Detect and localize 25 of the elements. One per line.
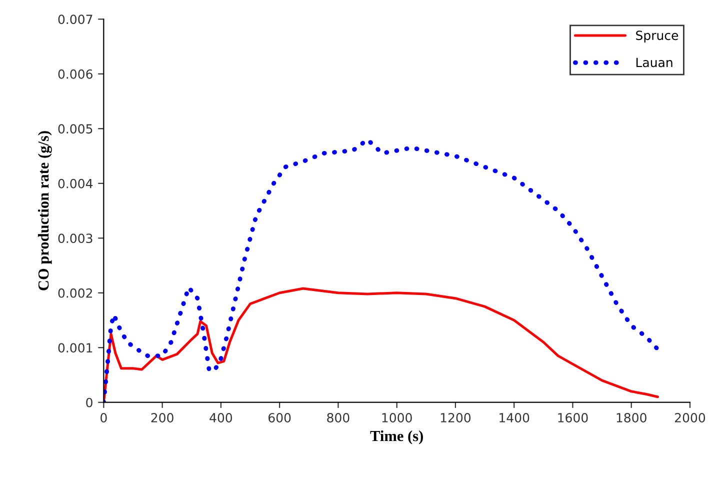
x-tick-label: 600	[268, 412, 291, 422]
x-tick-label: 400	[210, 412, 232, 422]
line-series	[104, 137, 660, 402]
y-tick-label: 0.006	[58, 69, 92, 79]
y-tick-label: 0.001	[58, 343, 92, 353]
x-tick-label: 1600	[558, 412, 588, 422]
y-tick-label: 0.004	[58, 178, 93, 188]
x-tick-label: 1200	[440, 412, 471, 422]
x-tick-label: 1000	[382, 412, 412, 422]
y-tick-label: 0.003	[58, 234, 92, 244]
y-tick-label: 0.005	[58, 124, 92, 134]
x-tick-label: 2000	[674, 412, 706, 422]
y-tick-label: 0.002	[58, 288, 92, 298]
x-tick-label: 200	[151, 412, 174, 422]
x-tick-label: 800	[327, 412, 350, 422]
line-series	[104, 287, 659, 402]
x-tick-label: 0	[100, 412, 107, 422]
y-tick-label: 0	[86, 398, 92, 408]
x-tick-label: 1400	[500, 412, 530, 422]
x-tick-label: 1800	[616, 412, 646, 422]
legend-label: Spruce	[636, 30, 678, 43]
legend-label: Lauan	[636, 58, 672, 68]
y-tick-label: 0.007	[58, 14, 92, 24]
y-axis-title: CO production rate (g/s)	[38, 131, 52, 290]
x-axis-title: Time (s)	[370, 430, 423, 444]
